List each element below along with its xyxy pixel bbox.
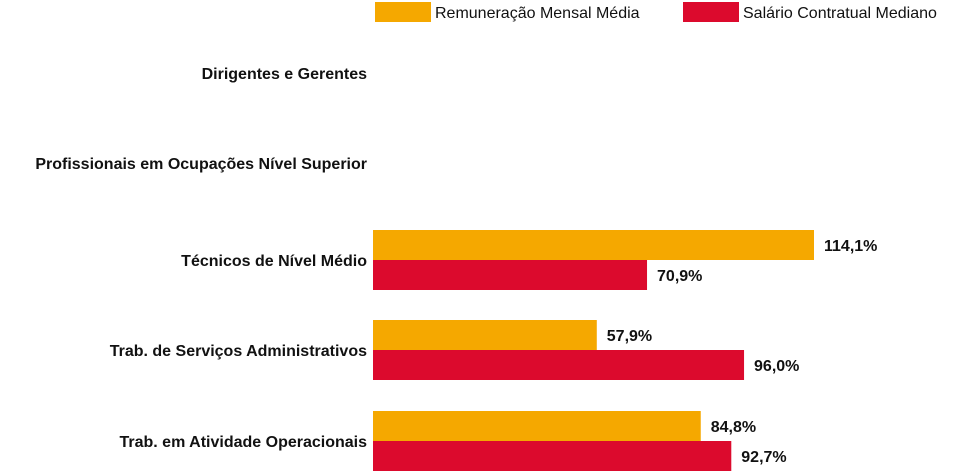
bars <box>373 230 814 471</box>
data-label: 96,0% <box>754 358 799 375</box>
legend-label: Remuneração Mensal Média <box>435 5 640 22</box>
value-labels: 114,1% 57,9% 84,8% 70,9% 96,0% 92,7% <box>607 238 878 466</box>
chart-legend: Remuneração Mensal Média Salário Contratu… <box>375 2 937 22</box>
category-label: Profissionais em Ocupações Nível Superio… <box>35 156 367 173</box>
bar-salario <box>373 441 732 471</box>
legend-swatch <box>683 2 739 22</box>
bar-remuneracao <box>373 320 597 350</box>
bar-remuneracao <box>373 230 814 260</box>
legend-label: Salário Contratual Mediano <box>743 5 937 22</box>
bar-remuneracao <box>373 411 701 441</box>
category-label: Dirigentes e Gerentes <box>202 66 368 83</box>
category-label: Técnicos de Nível Médio <box>181 253 367 270</box>
data-label: 70,9% <box>657 268 702 285</box>
category-label: Trab. em Atividade Operacionais <box>120 434 368 451</box>
bar-salario <box>373 260 648 290</box>
category-labels: Dirigentes e Gerentes Profissionais em Oc… <box>35 66 367 451</box>
data-label: 84,8% <box>711 419 756 436</box>
data-label: 92,7% <box>741 449 786 466</box>
data-label: 114,1% <box>824 238 877 255</box>
category-label: Trab. de Serviços Administrativos <box>110 343 367 360</box>
data-label: 57,9% <box>607 328 652 345</box>
bar-salario <box>373 350 745 380</box>
legend-swatch <box>375 2 431 22</box>
